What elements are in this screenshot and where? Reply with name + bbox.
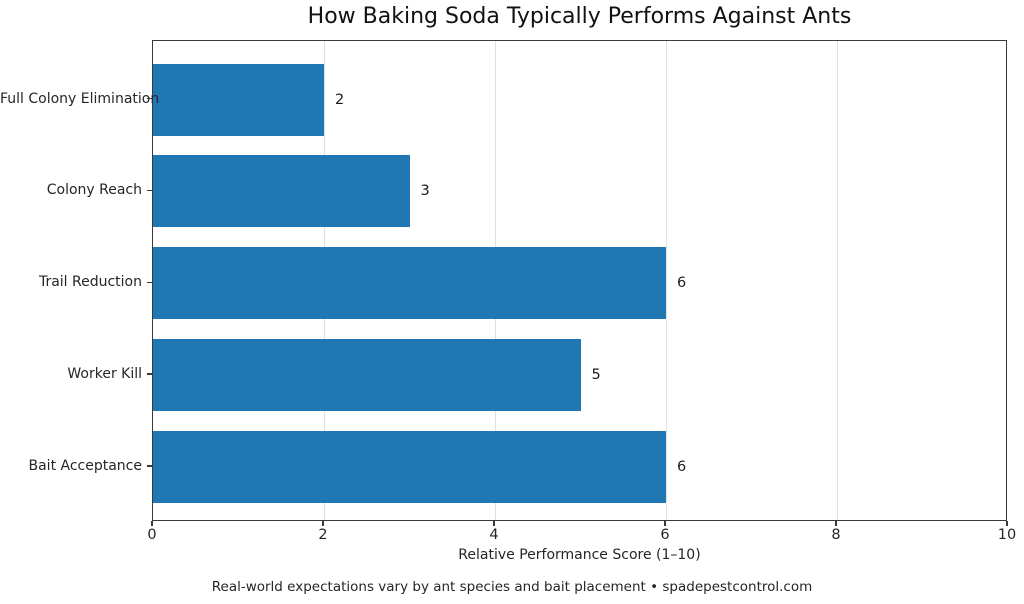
x-axis-label: Relative Performance Score (1–10): [458, 547, 701, 563]
category-label: Bait Acceptance: [28, 458, 143, 474]
y-tick: [147, 465, 152, 467]
x-tick-label: 2: [318, 527, 328, 543]
chart-title: How Baking Soda Typically Performs Again…: [307, 4, 852, 29]
x-tick-label: 6: [660, 527, 670, 543]
x-tick-label: 10: [997, 527, 1017, 543]
y-tick: [147, 373, 152, 375]
x-tick-label: 4: [489, 527, 499, 543]
y-tick: [147, 189, 152, 192]
x-tick: [151, 521, 153, 526]
gridline: [836, 41, 838, 520]
plot-area: 2 3 6 5 6: [152, 40, 1007, 521]
category-label: Worker Kill: [67, 366, 142, 383]
bar-value-label: 6: [677, 275, 687, 292]
bar: [153, 339, 581, 412]
x-tick: [322, 521, 324, 526]
footnote: Real-world expectations vary by ant spec…: [211, 579, 813, 595]
bar-value-label: 3: [420, 183, 430, 200]
x-tick: [664, 521, 666, 526]
bar-value-label: 6: [677, 459, 687, 475]
x-tick-label: 8: [831, 527, 841, 543]
x-tick: [1006, 521, 1008, 526]
category-label: Trail Reduction: [38, 274, 142, 291]
bar: [153, 155, 410, 228]
y-tick: [147, 97, 152, 100]
bar-value-label: 2: [335, 91, 345, 108]
category-label: Colony Reach: [46, 182, 142, 199]
bar: [153, 247, 666, 320]
category-label: Full Colony Elimination: [0, 90, 160, 107]
bar-value-label: 5: [591, 367, 601, 384]
y-tick: [147, 281, 152, 283]
bar: [153, 431, 666, 503]
bar: [153, 63, 324, 136]
x-tick: [493, 521, 495, 526]
gridline: [665, 41, 667, 520]
x-tick-label: 0: [147, 527, 157, 543]
x-tick: [835, 521, 837, 526]
